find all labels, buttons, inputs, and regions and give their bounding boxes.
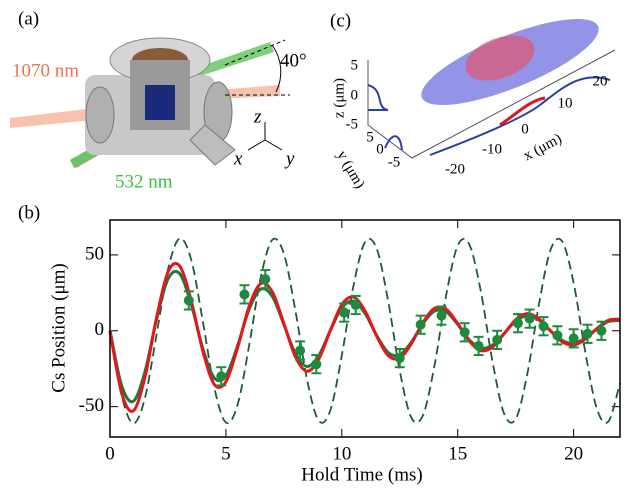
tick-label: -10 [482, 141, 502, 157]
data-point [596, 325, 607, 336]
axis-label: y (μm) [333, 148, 367, 191]
axis-letter: x [233, 148, 243, 169]
data-point [183, 295, 194, 306]
data-point [239, 289, 250, 300]
data-point [216, 371, 227, 382]
apparatus [10, 37, 290, 168]
tick-label: -5 [346, 116, 359, 132]
data-point [260, 274, 271, 285]
data-point [436, 310, 447, 321]
data-point [415, 319, 426, 330]
angle-label: 40° [280, 50, 307, 71]
data-point [295, 345, 306, 356]
y-tick-label: 0 [95, 319, 105, 340]
x-tick-label: 5 [221, 443, 231, 464]
beam-label: 532 nm [115, 171, 173, 192]
y-tick-label: 50 [85, 243, 104, 264]
tick-label: 0 [351, 87, 359, 103]
data-point [524, 313, 535, 324]
x-tick-label: 0 [105, 443, 115, 464]
tick-label: 5 [351, 57, 359, 73]
data-point [350, 299, 361, 310]
data-point [473, 340, 484, 351]
data-point [339, 307, 350, 318]
data-point [459, 327, 470, 338]
tick-label: 20 [593, 73, 608, 89]
axis-label: z (μm) [331, 78, 347, 118]
density-plot [367, 19, 616, 159]
panel-label: (a) [18, 8, 39, 29]
tick-label: 5 [366, 129, 374, 145]
x-tick-label: 10 [332, 443, 351, 464]
x-tick-label: 15 [448, 443, 467, 464]
data-point [311, 359, 322, 370]
data-point [538, 321, 549, 332]
data-point [582, 328, 593, 339]
tick-label: 0 [521, 121, 529, 137]
y-tick-label: -50 [79, 395, 104, 416]
panel-label: (c) [330, 10, 351, 31]
axis-letter: z [253, 106, 262, 127]
data-point [552, 330, 563, 341]
x-tick-label: 20 [564, 443, 583, 464]
tick-label: 10 [558, 95, 573, 111]
panel-label: (b) [18, 202, 40, 223]
data-point [568, 333, 579, 344]
y-axis-title: Cs Position (μm) [48, 263, 69, 392]
tick-label: 0 [376, 141, 384, 157]
data-point [513, 318, 523, 329]
tick-label: -5 [388, 154, 401, 170]
beam-label: 1070 nm [12, 60, 79, 81]
axis-letter: y [284, 148, 295, 169]
x-axis-title: Hold Time (ms) [301, 464, 422, 485]
plot-frame [109, 219, 621, 438]
fit-curve [108, 261, 621, 413]
data-point [394, 353, 405, 364]
data-point [492, 334, 503, 345]
tick-label: -20 [445, 161, 465, 177]
fit-curve [109, 237, 621, 425]
